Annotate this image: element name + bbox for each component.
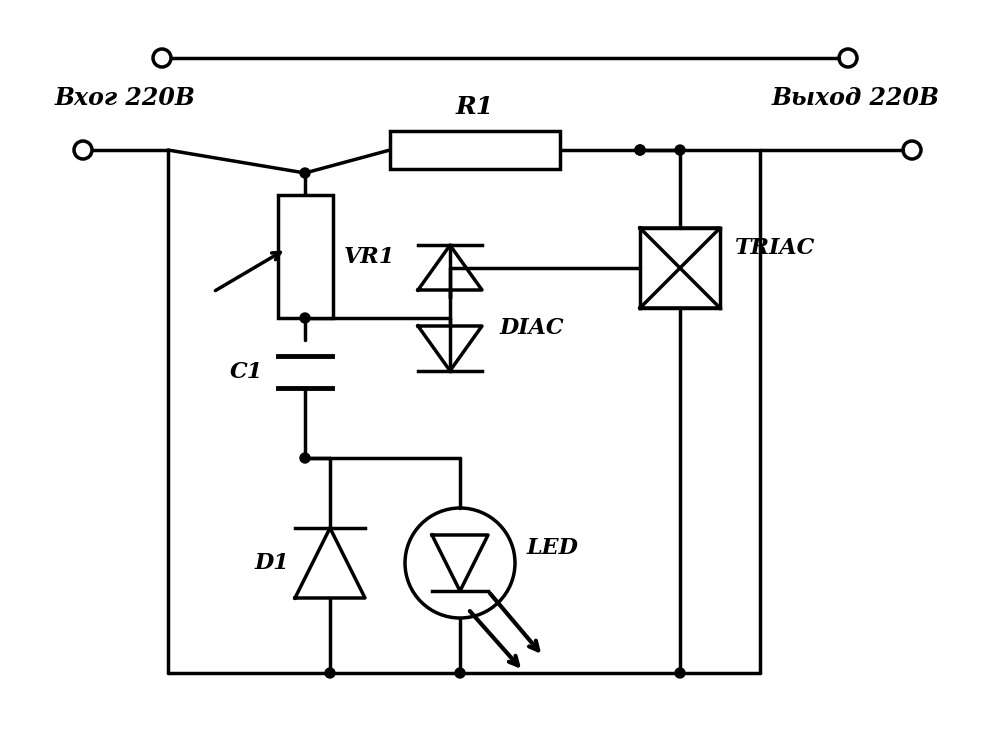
Circle shape: [635, 145, 645, 155]
Bar: [390, 131, 560, 169]
Text: VR1: VR1: [344, 246, 395, 268]
Text: D1: D1: [255, 552, 289, 574]
Circle shape: [300, 168, 310, 178]
Circle shape: [300, 313, 310, 323]
Text: Выход 220В: Выход 220В: [772, 86, 940, 110]
Circle shape: [635, 145, 645, 155]
Bar: [278, 195, 333, 318]
Text: R1: R1: [456, 95, 494, 119]
Text: DIAC: DIAC: [500, 317, 565, 339]
Circle shape: [300, 453, 310, 463]
Text: Вхог 220В: Вхог 220В: [55, 86, 196, 110]
Circle shape: [455, 668, 465, 678]
Circle shape: [675, 145, 685, 155]
Text: C1: C1: [230, 361, 263, 383]
Circle shape: [325, 668, 335, 678]
Text: LED: LED: [527, 537, 579, 559]
Text: TRIAC: TRIAC: [735, 237, 815, 259]
Circle shape: [675, 668, 685, 678]
